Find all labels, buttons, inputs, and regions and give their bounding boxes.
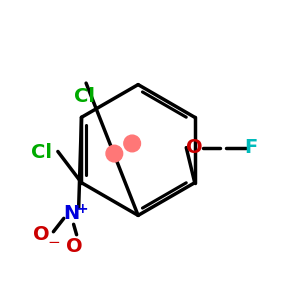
- Text: N: N: [63, 204, 80, 224]
- Text: Cl: Cl: [31, 143, 52, 163]
- Circle shape: [106, 145, 123, 162]
- Text: F: F: [244, 138, 258, 157]
- Text: O: O: [33, 225, 50, 244]
- Text: −: −: [48, 235, 60, 250]
- Circle shape: [124, 135, 140, 152]
- Text: Cl: Cl: [74, 87, 95, 106]
- Text: +: +: [77, 202, 88, 216]
- Text: O: O: [66, 237, 82, 256]
- Text: O: O: [186, 138, 203, 157]
